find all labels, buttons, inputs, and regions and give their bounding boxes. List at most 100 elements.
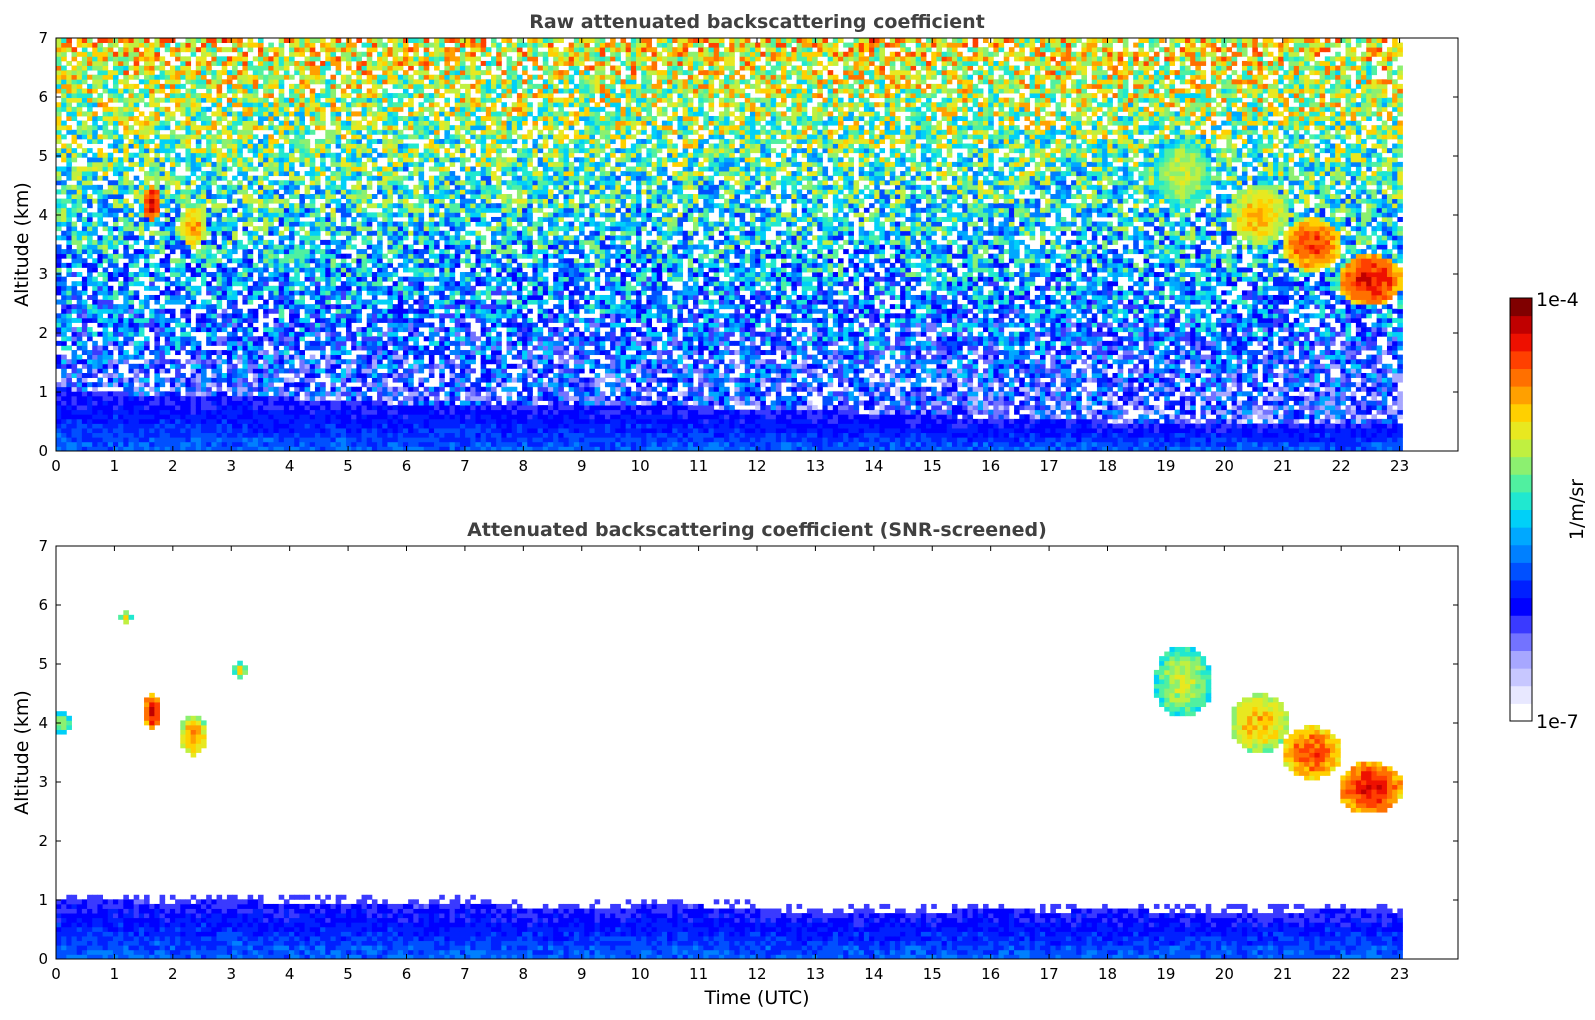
heatmap-cell	[185, 189, 191, 194]
heatmap-cell	[242, 345, 248, 350]
heatmap-cell	[356, 355, 362, 360]
heatmap-cell	[315, 332, 321, 337]
heatmap-cell	[129, 208, 135, 213]
heatmap-cell	[72, 272, 78, 277]
heatmap-cell	[268, 405, 274, 410]
heatmap-cell	[56, 364, 62, 369]
heatmap-cell	[305, 189, 311, 194]
heatmap-cell	[315, 212, 321, 217]
heatmap-cell	[382, 107, 388, 112]
heatmap-cell	[330, 391, 336, 396]
heatmap-cell	[196, 423, 202, 428]
heatmap-cell	[87, 245, 93, 250]
heatmap-cell	[315, 428, 321, 433]
heatmap-cell	[118, 144, 124, 149]
heatmap-cell	[367, 345, 373, 350]
heatmap-cell	[367, 153, 373, 158]
heatmap-cell	[191, 134, 197, 139]
heatmap-cell	[310, 148, 316, 153]
heatmap-cell	[377, 111, 383, 116]
heatmap-cell	[341, 93, 347, 98]
heatmap-cell	[123, 189, 129, 194]
heatmap-cell	[92, 364, 98, 369]
heatmap-cell	[294, 66, 300, 71]
heatmap-cell	[393, 267, 399, 272]
heatmap-cell	[72, 332, 78, 337]
heatmap-cell	[377, 286, 383, 291]
heatmap-cell	[201, 212, 207, 217]
heatmap-cell	[92, 157, 98, 162]
heatmap-cell	[387, 350, 393, 355]
heatmap-cell	[346, 295, 352, 300]
heatmap-cell	[113, 116, 119, 121]
heatmap-cell	[346, 203, 352, 208]
heatmap-cell	[377, 116, 383, 121]
heatmap-cell	[263, 134, 269, 139]
heatmap-cell	[56, 272, 62, 277]
heatmap-cell	[242, 144, 248, 149]
heatmap-cell	[351, 245, 357, 250]
heatmap-cell	[408, 419, 414, 424]
heatmap-cell	[325, 84, 331, 89]
heatmap-cell	[253, 144, 259, 149]
heatmap-cell	[403, 79, 409, 84]
heatmap-cell	[87, 368, 93, 373]
heatmap-cell	[108, 304, 114, 309]
heatmap-cell	[367, 300, 373, 305]
heatmap-cell	[336, 47, 342, 52]
heatmap-cell	[97, 396, 103, 401]
heatmap-cell	[341, 258, 347, 263]
heatmap-cell	[341, 267, 347, 272]
heatmap-cell	[294, 88, 300, 93]
heatmap-cell	[362, 144, 368, 149]
heatmap-cell	[248, 125, 254, 130]
heatmap-cell	[165, 267, 171, 272]
heatmap-cell	[382, 144, 388, 149]
heatmap-cell	[87, 267, 93, 272]
heatmap-cell	[362, 364, 368, 369]
heatmap-cell	[56, 423, 62, 428]
heatmap-cell	[66, 405, 72, 410]
heatmap-cell	[206, 130, 212, 135]
heatmap-cell	[248, 327, 254, 332]
heatmap-cell	[351, 442, 357, 447]
heatmap-cell	[144, 437, 150, 442]
heatmap-cell	[134, 387, 140, 392]
heatmap-cell	[56, 286, 62, 291]
heatmap-cell	[248, 240, 254, 245]
heatmap-cell	[227, 212, 233, 217]
heatmap-cell	[237, 368, 243, 373]
heatmap-cell	[108, 194, 114, 199]
heatmap-cell	[294, 401, 300, 406]
heatmap-cell	[305, 419, 311, 424]
heatmap-cell	[268, 171, 274, 176]
heatmap-cell	[196, 286, 202, 291]
heatmap-cell	[351, 226, 357, 231]
heatmap-cell	[118, 391, 124, 396]
heatmap-cell	[196, 166, 202, 171]
heatmap-cell	[123, 341, 129, 346]
heatmap-cell	[149, 88, 155, 93]
heatmap-cell	[191, 300, 197, 305]
heatmap-cell	[351, 52, 357, 57]
heatmap-cell	[403, 148, 409, 153]
heatmap-cell	[92, 231, 98, 236]
heatmap-cell	[175, 382, 181, 387]
heatmap-cell	[129, 153, 135, 158]
heatmap-cell	[325, 176, 331, 181]
heatmap-cell	[211, 336, 217, 341]
heatmap-cell	[377, 226, 383, 231]
heatmap-cell	[160, 231, 166, 236]
heatmap-cell	[403, 401, 409, 406]
heatmap-cell	[217, 84, 223, 89]
heatmap-cell	[118, 107, 124, 112]
heatmap-cell	[206, 208, 212, 213]
heatmap-cell	[123, 437, 129, 442]
heatmap-cell	[253, 267, 259, 272]
heatmap-cell	[346, 43, 352, 48]
heatmap-cell	[191, 166, 197, 171]
heatmap-cell	[320, 410, 326, 415]
heatmap-cell	[180, 134, 186, 139]
heatmap-cell	[103, 222, 109, 227]
heatmap-cell	[92, 345, 98, 350]
